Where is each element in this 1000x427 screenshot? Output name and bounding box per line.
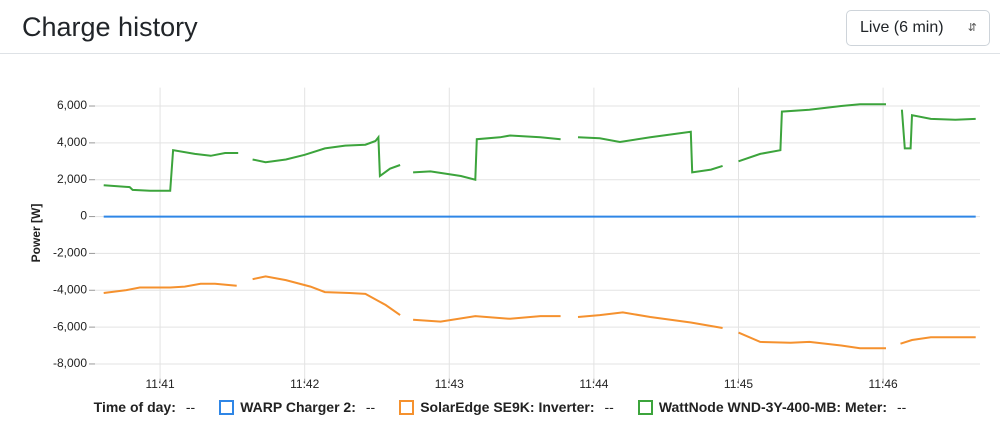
page-title: Charge history (22, 12, 198, 42)
y-tick-label: -4,000 (53, 282, 87, 296)
divider (0, 53, 1000, 54)
y-tick-label: -6,000 (53, 319, 87, 333)
legend-swatch (637, 399, 653, 415)
y-tick-label: -2,000 (53, 246, 87, 260)
y-axis-label: Power [W] (29, 204, 43, 263)
x-tick-label: 11:41 (146, 377, 175, 391)
select-value: Live (6 min) (860, 19, 944, 36)
legend-swatch (399, 399, 415, 415)
legend-label: WARP Charger 2 (240, 399, 356, 415)
series-line (103, 275, 976, 350)
range-select[interactable]: Live (6 min) ⇵ (846, 10, 990, 46)
legend-value: -- (604, 399, 614, 415)
legend-swatch (219, 399, 235, 415)
legend-item[interactable]: SolarEdge SE9K: Inverter -- (399, 399, 614, 415)
y-tick-label: 6,000 (57, 98, 87, 112)
legend-value: -- (185, 399, 196, 415)
series-line (103, 103, 976, 192)
y-tick-label: 0 (80, 209, 87, 223)
select-caret: ⇵ (967, 22, 977, 34)
legend-value: -- (365, 399, 376, 415)
y-tick-label: -8,000 (53, 356, 87, 370)
legend-x: Time of day -- (94, 399, 196, 415)
x-tick-label: 11:45 (724, 377, 753, 391)
legend-label: SolarEdge SE9K: Inverter (420, 399, 594, 415)
x-tick-label: 11:44 (579, 377, 608, 391)
legend-item[interactable]: WARP Charger 2 -- (219, 399, 375, 415)
legend-value: -- (897, 399, 907, 415)
x-label: Time of day (94, 399, 176, 415)
legend-label: WattNode WND-3Y-400-MB: Meter (659, 399, 887, 415)
y-tick-label: 4,000 (57, 135, 87, 149)
y-tick-label: 2,000 (57, 172, 87, 186)
x-tick-label: 11:42 (290, 377, 319, 391)
legend: Time of day-- WARP Charger 2--SolarEdge … (0, 399, 1000, 415)
legend-item[interactable]: WattNode WND-3Y-400-MB: Meter -- (637, 399, 907, 415)
x-tick-label: 11:43 (435, 377, 464, 391)
x-tick-label: 11:46 (869, 377, 898, 391)
